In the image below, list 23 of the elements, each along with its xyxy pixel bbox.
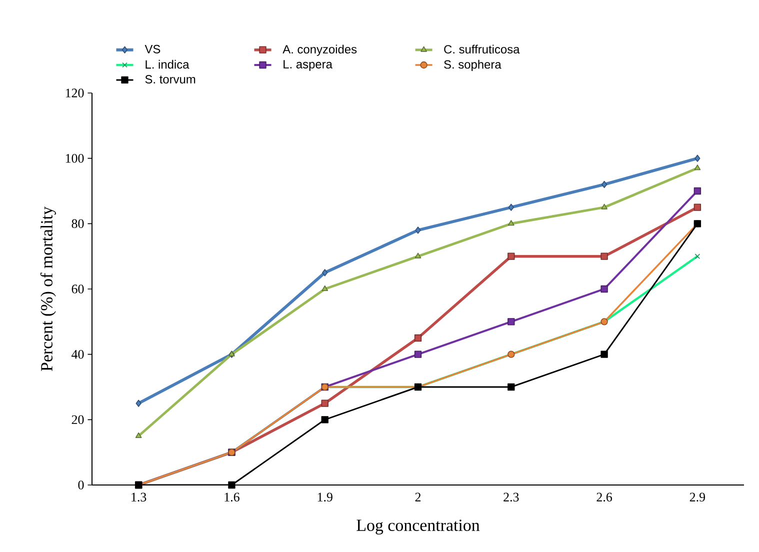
legend-label: L. aspera — [284, 60, 332, 71]
y-tick-label: 80 — [72, 219, 84, 228]
x-tick-label: 2.6 — [596, 492, 612, 502]
x-tick-label: 2.9 — [690, 492, 705, 502]
x-tick-label: 2 — [415, 492, 421, 502]
legend-label: A. conyzoides — [282, 44, 357, 56]
y-tick-label: 0 — [78, 480, 84, 490]
legend-label: S. sophera — [444, 60, 502, 72]
x-axis-title: Log concentration — [356, 520, 480, 534]
x-tick-label: 1.9 — [318, 492, 332, 502]
legend-label: VS — [144, 44, 160, 54]
x-tick-label: 2.3 — [504, 492, 519, 502]
x-tick-label: 1.3 — [132, 492, 146, 502]
y-tick-label: 20 — [72, 415, 84, 424]
legend-label: L. indica — [146, 60, 190, 69]
y-tick-label: 40 — [72, 350, 84, 359]
y-axis-title: Percent (%) of mortality — [40, 206, 56, 372]
y-tick-label: 100 — [66, 154, 84, 163]
y-tick-label: 60 — [72, 284, 84, 294]
legend-label: S. torvum — [145, 75, 196, 84]
y-tick-label: 120 — [66, 88, 84, 98]
x-tick-label: 1.6 — [224, 492, 240, 502]
legend-label: C. suffruticosa — [444, 44, 520, 54]
